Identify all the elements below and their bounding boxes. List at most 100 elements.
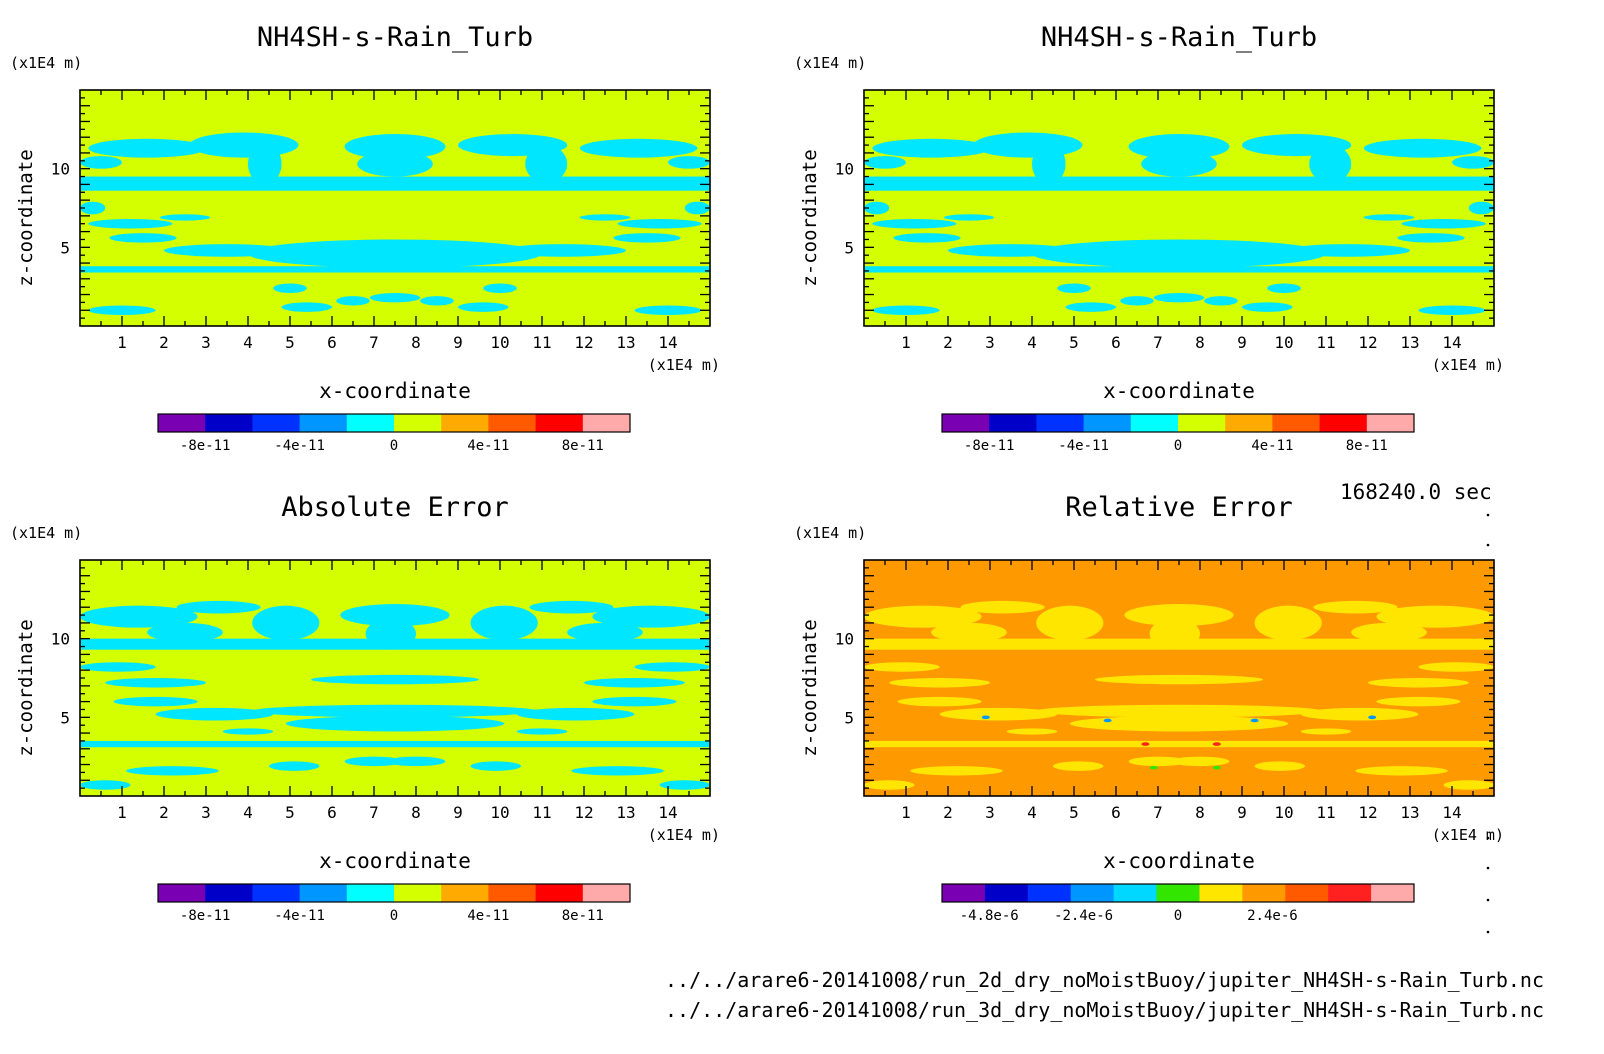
heatmap-region bbox=[1267, 283, 1301, 293]
x-tick-label: 8 bbox=[1195, 803, 1205, 822]
heatmap-region bbox=[222, 728, 274, 735]
heatmap-region bbox=[948, 244, 1074, 257]
heatmap-region bbox=[1468, 201, 1494, 215]
x-tick-label: 7 bbox=[369, 803, 379, 822]
heatmap-region bbox=[1376, 605, 1494, 628]
heatmap-region bbox=[252, 605, 320, 641]
x-unit-label: (x1E4 m) bbox=[648, 826, 720, 844]
y-tick-label: 10 bbox=[51, 160, 70, 179]
y-unit-label: (x1E4 m) bbox=[10, 54, 82, 72]
x-tick-label: 14 bbox=[1442, 803, 1461, 822]
x-tick-label: 7 bbox=[1153, 803, 1163, 822]
x-axis-label: x-coordinate bbox=[1103, 849, 1255, 873]
heatmap-region bbox=[864, 156, 906, 169]
heatmap-region bbox=[1355, 766, 1448, 776]
x-tick-label: 11 bbox=[1316, 333, 1335, 352]
x-unit-label: (x1E4 m) bbox=[648, 356, 720, 374]
heatmap-region bbox=[361, 247, 429, 267]
x-tick-label: 12 bbox=[574, 333, 593, 352]
heatmap-region bbox=[864, 662, 940, 672]
heatmap-region bbox=[516, 728, 568, 735]
x-tick-label: 10 bbox=[1274, 333, 1293, 352]
colorbar-tick-label: 8e-11 bbox=[562, 438, 604, 454]
colorbar-segment bbox=[394, 414, 442, 432]
colorbar-segment bbox=[989, 414, 1037, 432]
heatmap-band bbox=[80, 740, 710, 748]
x-tick-label: 2 bbox=[159, 333, 169, 352]
heatmap-region bbox=[579, 214, 631, 221]
heatmap-region bbox=[592, 605, 710, 628]
colorbar-segment bbox=[158, 414, 206, 432]
x-tick-label: 12 bbox=[1358, 333, 1377, 352]
heatmap-region bbox=[529, 600, 614, 614]
colorbar-segment bbox=[1371, 884, 1415, 902]
heatmap-region bbox=[386, 756, 446, 767]
heatmap-region bbox=[357, 151, 433, 177]
heatmap-region bbox=[1300, 728, 1352, 735]
heatmap-region bbox=[1141, 151, 1217, 177]
colorbar-tick-label: 4e-11 bbox=[1251, 438, 1293, 454]
colorbar-segment bbox=[1366, 414, 1415, 432]
y-axis-label: z-coordinate bbox=[15, 149, 37, 286]
chart-title: Relative Error bbox=[1065, 492, 1293, 523]
colorbar-frame bbox=[941, 883, 1415, 903]
colorbar-segment bbox=[205, 414, 253, 432]
colorbar-frame bbox=[157, 413, 631, 433]
colorbar-tick-label: 8e-11 bbox=[1346, 438, 1388, 454]
x-tick-label: 6 bbox=[327, 333, 337, 352]
heatmap-region bbox=[659, 780, 710, 790]
error-hotspot bbox=[1149, 765, 1158, 770]
heatmap-region bbox=[613, 233, 681, 243]
heatmap-region bbox=[668, 156, 710, 169]
x-tick-label: 4 bbox=[1027, 333, 1037, 352]
time-label: 168240.0 sec bbox=[1340, 480, 1492, 504]
x-tick-label: 10 bbox=[490, 803, 509, 822]
y-axis-label: z-coordinate bbox=[799, 619, 821, 756]
error-hotspot bbox=[1368, 715, 1377, 720]
heatmap-region bbox=[931, 622, 1007, 642]
colorbar-segment bbox=[1113, 884, 1158, 902]
y-unit-label: (x1E4 m) bbox=[10, 524, 82, 542]
heatmap-region bbox=[500, 244, 626, 257]
heatmap-background bbox=[864, 90, 1494, 326]
heatmap-region bbox=[1376, 696, 1461, 707]
x-tick-label: 6 bbox=[1111, 803, 1121, 822]
colorbar-segment bbox=[205, 884, 253, 902]
colorbar-tick-label: -4e-11 bbox=[274, 438, 325, 454]
colorbar-segment bbox=[942, 414, 990, 432]
heatmap-region bbox=[584, 678, 685, 688]
x-tick-label: 11 bbox=[532, 803, 551, 822]
x-tick-label: 13 bbox=[616, 333, 635, 352]
heatmap-region bbox=[1128, 134, 1230, 160]
x-tick-label: 11 bbox=[1316, 803, 1335, 822]
heatmap-region bbox=[1242, 302, 1293, 312]
colorbar-tick-label: 4e-11 bbox=[467, 438, 509, 454]
chart-title: NH4SH-s-Rain_Turb bbox=[257, 22, 533, 53]
heatmap-region bbox=[1006, 728, 1058, 735]
heatmap-region bbox=[1397, 233, 1465, 243]
error-hotspot bbox=[1250, 718, 1259, 723]
heatmap-region bbox=[1300, 707, 1419, 721]
heatmap-region bbox=[516, 707, 635, 721]
heatmap-region bbox=[973, 132, 1083, 158]
heatmap-region bbox=[1095, 674, 1263, 685]
heatmap-region bbox=[1124, 604, 1234, 627]
x-tick-label: 10 bbox=[1274, 803, 1293, 822]
heatmap-region bbox=[247, 143, 282, 185]
colorbar: -8e-11 -4e-11 0 4e-11 8e-11 bbox=[157, 883, 631, 924]
colorbar-segment bbox=[441, 414, 489, 432]
y-axis-label: z-coordinate bbox=[15, 619, 37, 756]
colorbar-segment bbox=[1156, 884, 1200, 902]
colorbar-tick-label: 2.4e-6 bbox=[1247, 908, 1298, 924]
heatmap-region bbox=[80, 780, 131, 790]
colorbar-segment bbox=[252, 884, 301, 902]
colorbar-segment bbox=[299, 414, 348, 432]
x-tick-label: 1 bbox=[901, 333, 911, 352]
colorbar-frame bbox=[157, 883, 631, 903]
heatmap-region bbox=[1036, 704, 1322, 718]
heatmap-region bbox=[872, 219, 957, 229]
colorbar-segment bbox=[1199, 884, 1243, 902]
separator-dot bbox=[1486, 930, 1490, 934]
heatmap-region bbox=[340, 604, 450, 627]
x-tick-label: 14 bbox=[1442, 333, 1461, 352]
